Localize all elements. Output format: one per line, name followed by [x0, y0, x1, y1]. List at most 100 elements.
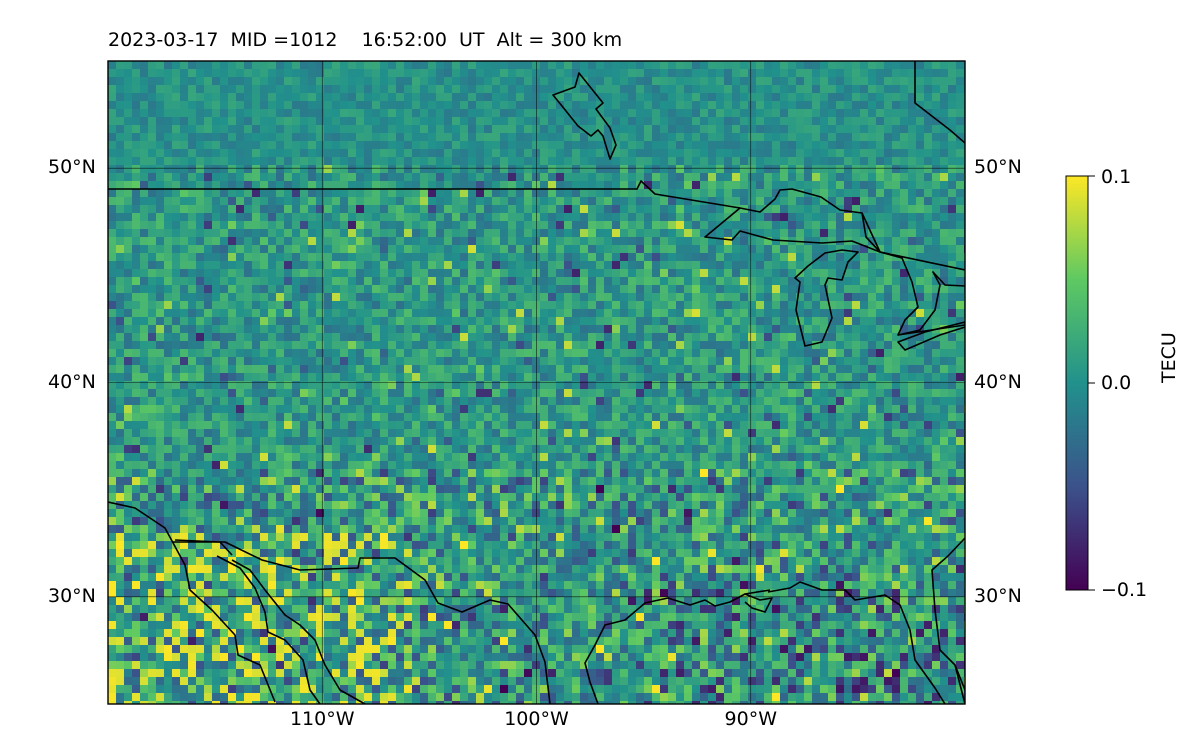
tec-cell — [516, 301, 525, 310]
tec-cell — [788, 109, 797, 118]
tec-cell — [204, 317, 213, 326]
tec-cell — [436, 421, 445, 430]
tec-cell — [812, 93, 821, 102]
tec-cell — [748, 277, 757, 286]
tec-cell — [836, 333, 845, 342]
tec-cell — [564, 269, 573, 278]
tec-cell — [140, 173, 149, 182]
tec-cell — [124, 237, 133, 246]
tec-cell — [524, 157, 533, 166]
tec-cell — [620, 141, 629, 150]
tec-cell — [724, 253, 733, 262]
tec-cell — [620, 173, 629, 182]
tec-cell — [556, 261, 565, 270]
tec-cell — [284, 85, 293, 94]
tec-cell — [572, 117, 581, 126]
map-title: 2023-03-17 MID =1012 16:52:00 UT Alt = 3… — [108, 29, 623, 51]
tec-cell — [708, 421, 717, 430]
tec-cell — [660, 341, 669, 350]
tec-cell — [132, 285, 141, 294]
tec-cell — [564, 125, 573, 134]
tec-cell — [364, 197, 373, 206]
tec-cell — [420, 229, 429, 238]
tec-cell — [788, 69, 797, 78]
tec-cell — [388, 285, 397, 294]
tec-cell — [780, 253, 789, 262]
tec-cell — [116, 149, 125, 158]
tec-cell — [628, 285, 637, 294]
tec-cell — [948, 245, 957, 254]
tec-cell — [916, 421, 925, 430]
tec-cell — [924, 421, 933, 430]
tec-cell — [516, 389, 525, 398]
tec-cell — [660, 205, 669, 214]
tec-cell — [796, 317, 805, 326]
tec-cell — [692, 101, 701, 110]
tec-cell — [420, 333, 429, 342]
tec-cell — [228, 93, 237, 102]
tec-cell — [372, 341, 381, 350]
tec-cell — [844, 149, 853, 158]
tec-cell — [244, 125, 253, 134]
tec-cell — [452, 77, 461, 86]
tec-cell — [244, 309, 253, 318]
tec-cell — [700, 397, 709, 406]
tec-cell — [140, 349, 149, 358]
tec-cell — [260, 261, 269, 270]
tec-cell — [708, 101, 717, 110]
tec-cell — [404, 125, 413, 134]
tec-cell — [892, 85, 901, 94]
tec-cell — [316, 309, 325, 318]
tec-cell — [764, 173, 773, 182]
tec-cell — [860, 157, 869, 166]
tec-cell — [772, 229, 781, 238]
tec-cell — [372, 189, 381, 198]
tec-cell — [580, 181, 589, 190]
tec-cell — [452, 69, 461, 78]
tec-cell — [444, 77, 453, 86]
tec-cell — [260, 237, 269, 246]
tec-cell — [956, 245, 965, 254]
tec-cell — [604, 309, 613, 318]
tec-cell — [724, 389, 733, 398]
tec-cell — [180, 133, 189, 142]
tec-cell — [684, 61, 693, 70]
tec-cell — [596, 301, 605, 310]
tec-cell — [500, 117, 509, 126]
tec-cell — [380, 141, 389, 150]
tec-cell — [524, 93, 533, 102]
tec-cell — [348, 357, 357, 366]
tec-cell — [700, 173, 709, 182]
tec-cell — [876, 325, 885, 334]
tec-cell — [668, 237, 677, 246]
tec-cell — [692, 125, 701, 134]
tec-cell — [716, 165, 725, 174]
tec-cell — [412, 181, 421, 190]
tec-cell — [564, 229, 573, 238]
tec-cell — [524, 141, 533, 150]
tec-cell — [628, 365, 637, 374]
tec-cell — [276, 285, 285, 294]
tec-cell — [252, 157, 261, 166]
tec-cell — [244, 109, 253, 118]
tec-cell — [548, 189, 557, 198]
tec-cell — [644, 61, 653, 70]
tec-cell — [380, 205, 389, 214]
tec-cell — [324, 69, 333, 78]
tec-cell — [164, 141, 173, 150]
tec-cell — [308, 357, 317, 366]
tec-cell — [244, 301, 253, 310]
tec-cell — [268, 109, 277, 118]
tec-cell — [452, 293, 461, 302]
tec-cell — [212, 117, 221, 126]
tec-cell — [324, 349, 333, 358]
tec-cell — [468, 373, 477, 382]
tec-cell — [244, 349, 253, 358]
tec-cell — [916, 293, 925, 302]
tec-cell — [764, 389, 773, 398]
tec-cell — [868, 333, 877, 342]
tec-cell — [428, 397, 437, 406]
tec-cell — [660, 101, 669, 110]
tec-cell — [628, 333, 637, 342]
tec-cell — [308, 77, 317, 86]
